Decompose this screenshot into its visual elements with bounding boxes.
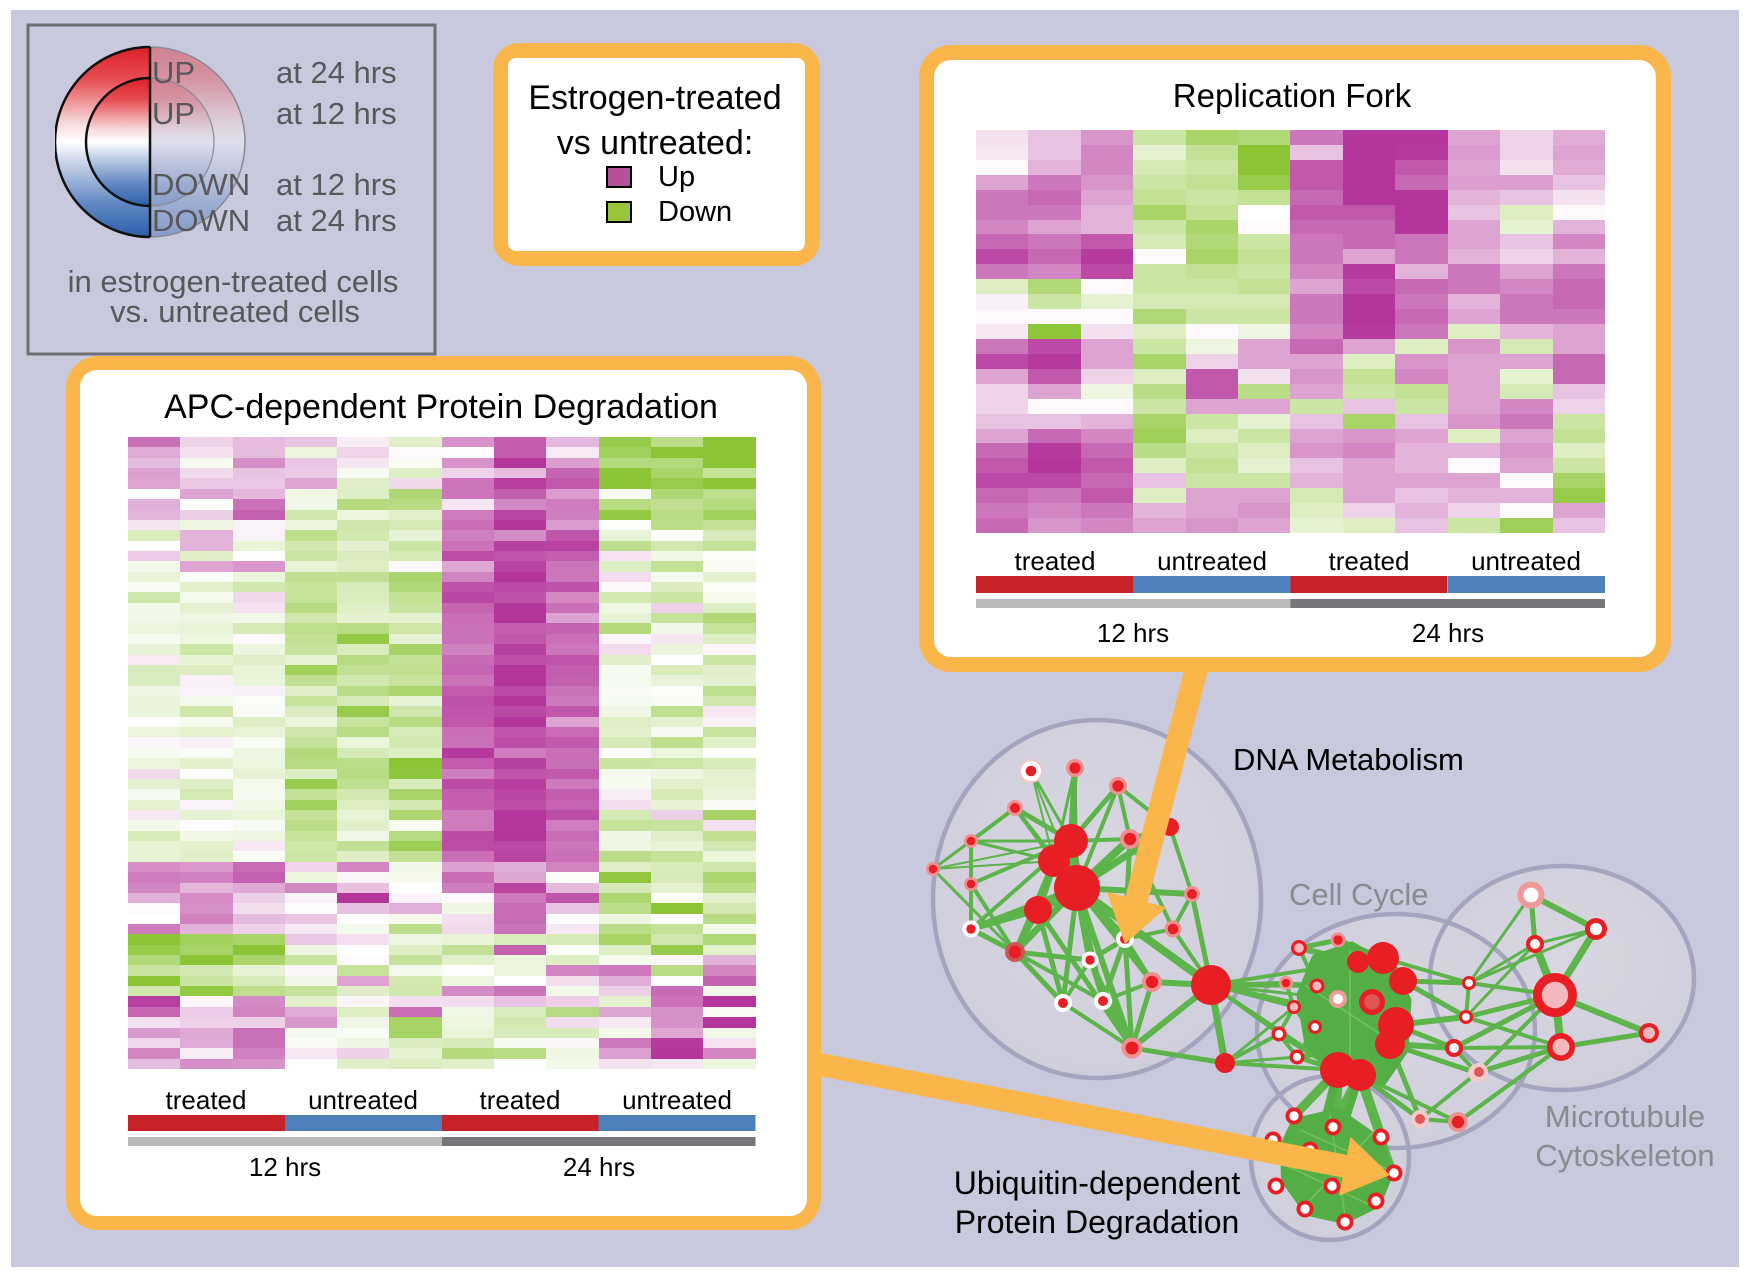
svg-text:DOWN: DOWN bbox=[152, 203, 250, 238]
svg-text:vs. untreated cells: vs. untreated cells bbox=[110, 294, 360, 329]
svg-text:in estrogen-treated cells: in estrogen-treated cells bbox=[68, 264, 399, 299]
svg-text:24 hrs: 24 hrs bbox=[1412, 618, 1484, 648]
svg-text:untreated: untreated bbox=[308, 1085, 418, 1115]
svg-text:APC-dependent Protein Degradat: APC-dependent Protein Degradation bbox=[164, 388, 718, 426]
svg-text:DOWN: DOWN bbox=[152, 167, 250, 202]
svg-text:Replication Fork: Replication Fork bbox=[1173, 77, 1412, 114]
svg-text:Microtubule: Microtubule bbox=[1545, 1099, 1705, 1134]
svg-text:at 24 hrs: at 24 hrs bbox=[276, 55, 397, 90]
svg-text:untreated: untreated bbox=[1157, 546, 1267, 576]
svg-text:Protein Degradation: Protein Degradation bbox=[955, 1204, 1240, 1240]
svg-text:treated: treated bbox=[1329, 546, 1410, 576]
svg-text:Cytoskeleton: Cytoskeleton bbox=[1535, 1138, 1714, 1173]
svg-text:Cell Cycle: Cell Cycle bbox=[1289, 877, 1429, 912]
svg-text:treated: treated bbox=[1015, 546, 1096, 576]
svg-text:treated: treated bbox=[166, 1085, 247, 1115]
svg-text:24 hrs: 24 hrs bbox=[563, 1152, 635, 1182]
svg-text:Up: Up bbox=[658, 161, 695, 193]
svg-text:UP: UP bbox=[152, 96, 195, 131]
svg-text:Estrogen-treated: Estrogen-treated bbox=[528, 79, 781, 117]
svg-text:at 24 hrs: at 24 hrs bbox=[276, 203, 397, 238]
svg-text:Ubiquitin-dependent: Ubiquitin-dependent bbox=[954, 1165, 1241, 1201]
svg-text:DNA Metabolism: DNA Metabolism bbox=[1233, 742, 1464, 777]
svg-text:UP: UP bbox=[152, 55, 195, 90]
svg-text:vs untreated:: vs untreated: bbox=[557, 124, 754, 162]
svg-text:at 12 hrs: at 12 hrs bbox=[276, 167, 397, 202]
svg-text:untreated: untreated bbox=[1471, 546, 1581, 576]
svg-text:at 12 hrs: at 12 hrs bbox=[276, 96, 397, 131]
svg-text:12 hrs: 12 hrs bbox=[1097, 618, 1169, 648]
svg-text:untreated: untreated bbox=[622, 1085, 732, 1115]
svg-text:treated: treated bbox=[480, 1085, 561, 1115]
svg-text:12 hrs: 12 hrs bbox=[249, 1152, 321, 1182]
svg-text:Down: Down bbox=[658, 196, 732, 228]
